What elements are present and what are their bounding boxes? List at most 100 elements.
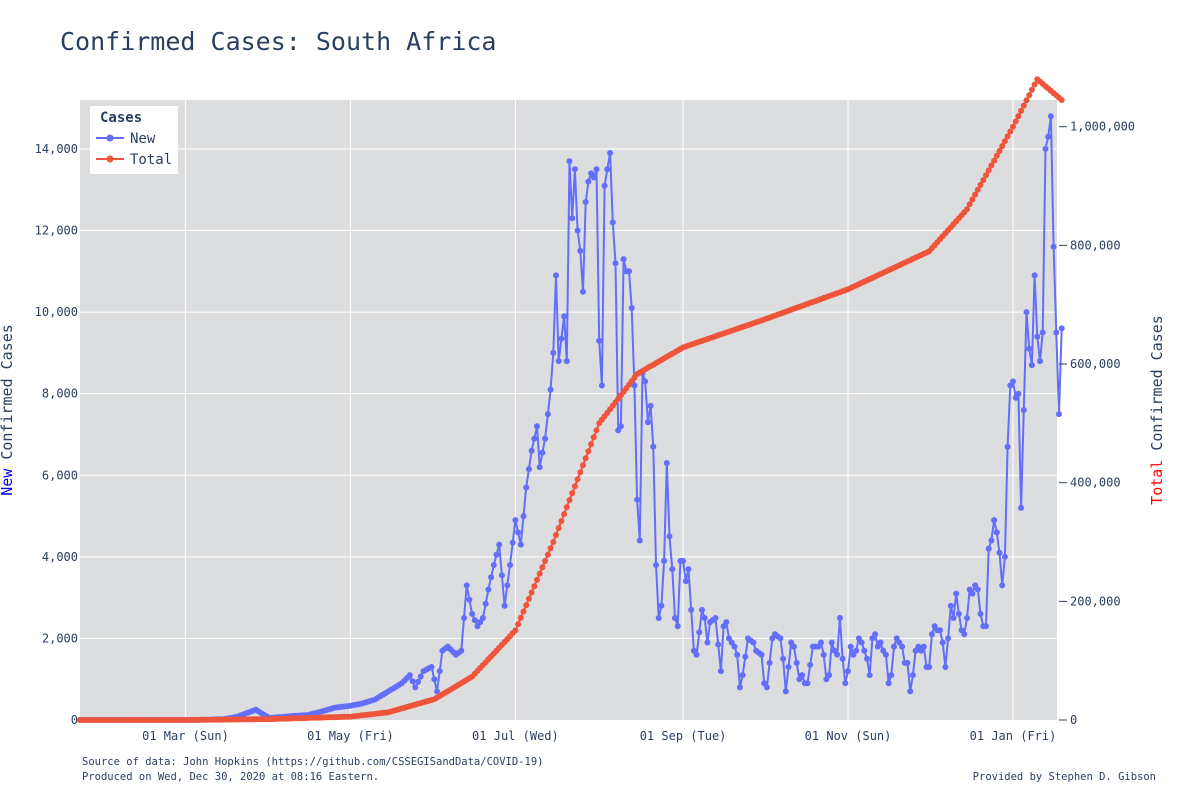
legend-item-total[interactable]: Total — [96, 152, 172, 168]
series-new-point — [534, 423, 540, 430]
series-total-point — [969, 196, 976, 203]
series-new-point — [834, 651, 841, 658]
series-total-point — [996, 148, 1003, 154]
series-new-point — [715, 641, 722, 648]
series-new-point — [731, 643, 738, 650]
y-axis-right-label-series: Total — [1148, 460, 1166, 505]
series-new-point — [799, 672, 806, 679]
series-new-point — [642, 378, 649, 385]
series-new-point — [685, 566, 692, 573]
series-total-point — [536, 570, 543, 577]
series-new-point — [647, 402, 654, 409]
series-new-point — [1042, 145, 1049, 152]
series-total-point — [988, 162, 995, 169]
series-new-point — [636, 537, 643, 544]
series-new-point — [580, 288, 586, 295]
series-new-point — [680, 557, 687, 564]
legend-total-label: Total — [130, 152, 172, 168]
series-total-point — [590, 434, 597, 441]
series-new-point — [525, 466, 532, 473]
series-new-point — [782, 688, 789, 695]
series-new-point — [942, 664, 949, 670]
series-new-point — [866, 672, 873, 679]
series-total-point — [561, 511, 568, 518]
series-new-point — [758, 651, 765, 658]
legend-title: Cases — [100, 110, 142, 126]
series-new-point — [515, 529, 522, 536]
series-new-point — [658, 602, 665, 609]
series-new-point — [501, 602, 508, 609]
series-new-point — [926, 664, 933, 670]
series-new-point — [482, 600, 489, 607]
series-total-point — [1058, 97, 1065, 103]
series-new-point — [488, 574, 495, 581]
series-new-point — [682, 578, 689, 585]
series-new-point — [712, 615, 719, 621]
series-new-point — [909, 672, 916, 679]
series-total-point — [588, 441, 595, 448]
series-total-point — [544, 551, 551, 558]
series-new-point — [607, 150, 614, 156]
series-new-point — [877, 639, 884, 646]
series-new-point — [828, 639, 835, 646]
series-new-point — [523, 484, 530, 491]
series-new-point — [1034, 333, 1041, 340]
x-tick-label: 01 Jan (Fri) — [970, 729, 1057, 743]
series-total-point — [577, 469, 584, 476]
series-total-point — [515, 621, 522, 628]
series-new-point — [804, 680, 811, 687]
series-new-point — [964, 615, 970, 621]
series-total-point — [1023, 97, 1030, 104]
series-new-point — [598, 382, 605, 389]
series-new-point — [596, 337, 603, 344]
series-new-point — [839, 655, 846, 662]
series-new-point — [882, 651, 889, 658]
series-total-point — [1031, 81, 1038, 88]
series-total-point — [571, 483, 578, 490]
series-new-point — [777, 635, 784, 642]
series-new-point — [1047, 113, 1054, 120]
series-new-point — [842, 680, 849, 687]
series-total-point — [977, 181, 984, 188]
series-new-point — [547, 386, 554, 393]
series-new-point — [785, 664, 792, 670]
series-new-point — [858, 639, 865, 646]
series-new-point — [969, 590, 976, 597]
y-right-tick-label: 400,000 — [1070, 476, 1121, 490]
series-new-point — [593, 166, 600, 173]
y-left-tick-label: 12,000 — [35, 224, 78, 238]
series-new-point — [750, 639, 757, 646]
series-new-point — [566, 158, 573, 165]
y-axis-right-label: Total Confirmed Cases — [1148, 315, 1166, 505]
series-new-point — [661, 557, 668, 564]
series-new-point — [669, 566, 676, 573]
series-new-point — [466, 596, 473, 603]
legend: Cases New Total — [90, 106, 178, 174]
series-new-point — [582, 199, 589, 205]
series-new-point — [561, 313, 568, 320]
series-total-point — [980, 177, 987, 184]
series-new-point — [653, 562, 659, 568]
x-tick-label: 01 Sep (Tue) — [640, 729, 727, 743]
series-new-point — [693, 651, 700, 658]
series-total-point — [1010, 123, 1016, 130]
series-new-point — [663, 460, 670, 466]
series-new-point — [409, 678, 416, 685]
series-total-point — [547, 545, 554, 552]
series-new-point — [517, 541, 524, 548]
series-total-point — [534, 576, 540, 583]
gridlines — [80, 100, 1057, 720]
series-new-point — [644, 419, 651, 426]
series-new-point — [734, 651, 741, 658]
series-new-point — [463, 582, 470, 589]
series-total-point — [993, 152, 1000, 159]
series-new-point — [988, 537, 995, 544]
series-new-point — [585, 178, 592, 185]
series-new-point — [1020, 407, 1027, 413]
legend-item-new[interactable]: New — [96, 131, 156, 147]
credit-note: Provided by Stephen D. Gibson — [972, 771, 1156, 783]
series-new-point — [544, 411, 551, 418]
series-new-point — [631, 382, 638, 389]
series-new-point — [528, 447, 535, 454]
